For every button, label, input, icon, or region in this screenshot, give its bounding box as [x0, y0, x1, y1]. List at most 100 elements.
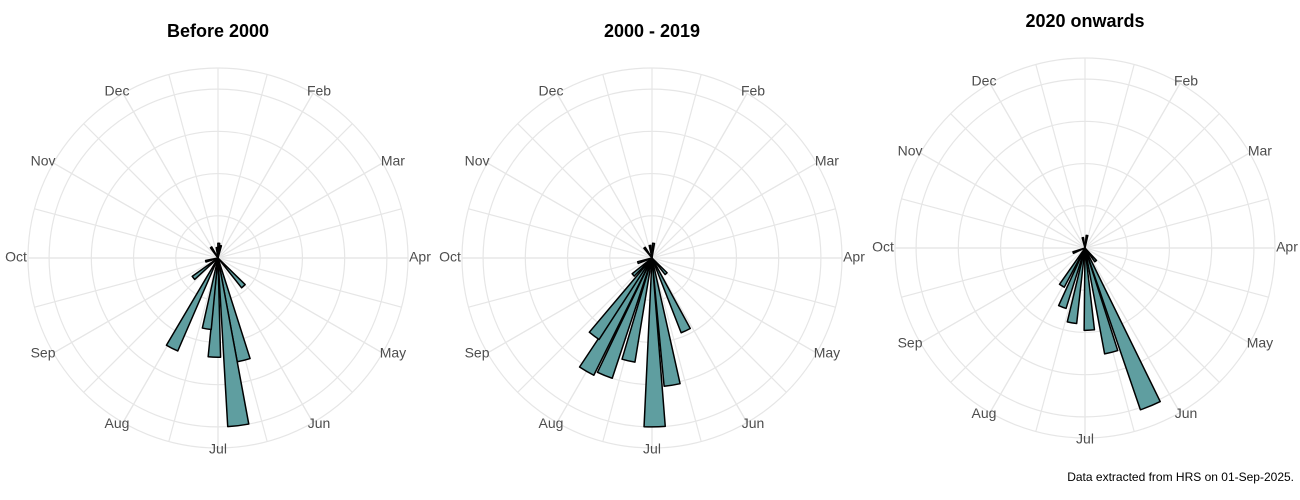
- bar: [217, 244, 223, 259]
- spoke: [651, 257, 836, 308]
- bar: [643, 246, 653, 259]
- spoke: [168, 74, 219, 259]
- month-label: Sep: [31, 345, 56, 361]
- bar: [621, 257, 653, 363]
- bar: [207, 257, 222, 358]
- bar: [643, 257, 667, 428]
- spoke: [1035, 64, 1086, 249]
- month-label: May: [1247, 335, 1273, 351]
- spoke: [83, 123, 219, 259]
- spoke: [468, 257, 653, 308]
- month-label: May: [380, 345, 406, 361]
- bar: [1084, 247, 1161, 411]
- chart-title: Before 2000: [167, 21, 269, 41]
- chart-title: 2020 onwards: [1025, 11, 1144, 31]
- grid-spoke: [920, 152, 1086, 249]
- month-label: Mar: [815, 153, 839, 169]
- bar: [1081, 236, 1086, 249]
- month-label: Apr: [409, 249, 431, 265]
- bar: [215, 246, 219, 259]
- spoke: [1084, 247, 1220, 383]
- spoke: [1084, 198, 1269, 249]
- spoke: [217, 257, 402, 308]
- month-label: Jun: [308, 415, 331, 431]
- month-label: Oct: [439, 249, 461, 265]
- caption: Data extracted from HRS on 01-Sep-2025.: [1067, 470, 1294, 484]
- month-label: Nov: [465, 153, 490, 169]
- bar: [578, 257, 653, 376]
- month-label: Jul: [643, 441, 661, 457]
- bar: [204, 257, 219, 263]
- spoke: [651, 74, 702, 259]
- spoke: [168, 257, 219, 442]
- bar: [588, 257, 653, 341]
- spoke: [901, 247, 1086, 298]
- spoke: [651, 123, 787, 259]
- spoke: [217, 74, 268, 259]
- chart-title: 2000 - 2019: [604, 21, 700, 41]
- spoke: [651, 257, 702, 442]
- grid-spoke: [53, 162, 219, 259]
- grid-spoke: [487, 162, 653, 259]
- spoke: [34, 208, 219, 259]
- bar: [631, 257, 653, 277]
- grid-spoke: [217, 257, 383, 354]
- grid-spoke: [217, 93, 314, 259]
- month-label: Apr: [843, 249, 865, 265]
- grid-spoke: [487, 257, 653, 354]
- spoke: [950, 113, 1086, 249]
- month-label: Oct: [872, 239, 894, 255]
- month-label: Sep: [898, 335, 923, 351]
- month-label: May: [814, 345, 840, 361]
- grid-spoke: [217, 162, 383, 259]
- month-label: Sep: [465, 345, 490, 361]
- month-label: Jul: [209, 441, 227, 457]
- bar: [651, 242, 656, 259]
- spoke: [468, 208, 653, 259]
- spoke: [901, 198, 1086, 249]
- month-label: Feb: [741, 82, 765, 98]
- month-label: Apr: [1276, 239, 1298, 255]
- grid-spoke: [1084, 247, 1250, 344]
- spoke: [517, 123, 653, 259]
- month-label: Dec: [539, 82, 564, 98]
- bar: [217, 257, 246, 289]
- bar: [1058, 247, 1086, 288]
- bar: [165, 257, 219, 352]
- grid-spoke: [217, 257, 314, 423]
- month-label: Aug: [539, 415, 564, 431]
- bar: [1066, 247, 1086, 325]
- grid-spoke: [1084, 83, 1181, 249]
- grid-spoke: [651, 257, 748, 423]
- grid-spoke: [1084, 247, 1181, 413]
- bar: [201, 257, 219, 331]
- month-label: Nov: [898, 143, 923, 159]
- grid-spoke: [1084, 152, 1250, 249]
- bar: [651, 257, 668, 276]
- bar: [217, 257, 250, 428]
- bar: [1072, 247, 1086, 255]
- bar: [1084, 247, 1119, 355]
- bar: [1057, 247, 1086, 310]
- month-label: Mar: [1248, 143, 1272, 159]
- bar: [651, 257, 692, 334]
- spoke: [217, 123, 353, 259]
- spoke: [1035, 247, 1086, 432]
- grid-spoke: [989, 83, 1086, 249]
- spoke: [651, 257, 787, 393]
- spoke: [217, 208, 402, 259]
- bar: [191, 257, 219, 281]
- spoke: [651, 208, 836, 259]
- grid-spoke: [651, 162, 817, 259]
- spoke: [517, 257, 653, 393]
- grid-spoke: [53, 257, 219, 354]
- bar: [648, 244, 653, 259]
- grid-spoke: [651, 257, 817, 354]
- month-label: Oct: [5, 249, 27, 265]
- spoke: [602, 74, 653, 259]
- month-label: Jun: [742, 415, 765, 431]
- grid-spoke: [122, 93, 219, 259]
- month-label: Mar: [381, 153, 405, 169]
- bar: [651, 257, 681, 387]
